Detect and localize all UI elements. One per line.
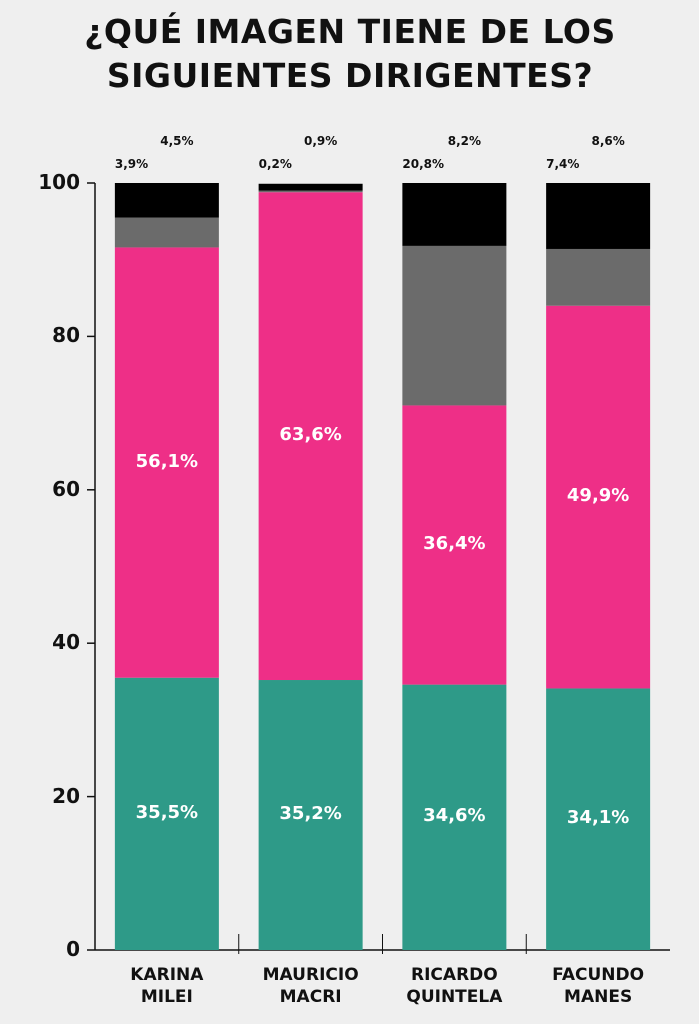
x-tick-label: FACUNDO MANES (552, 965, 645, 1007)
bar-segment (546, 688, 651, 950)
bar-segment (402, 684, 507, 950)
bar-segment (402, 183, 507, 246)
bar-segment (114, 217, 219, 248)
x-tick-label: KARINA MILEI (130, 965, 204, 1007)
bar-segment (546, 248, 651, 306)
bar-segment (546, 183, 651, 249)
y-tick-label: 80 (52, 323, 80, 348)
bar-segment (402, 245, 507, 406)
value-label: 56,1% (135, 450, 199, 472)
bar-segment (114, 247, 219, 678)
y-tick-label: 20 (52, 783, 80, 808)
bar-segment (402, 405, 507, 685)
bar-segment (114, 677, 219, 950)
x-tick-label: MAURICIO MACRI (262, 965, 359, 1007)
value-label: 7,4% (546, 157, 580, 171)
x-tick-label: RICARDO QUINTELA (406, 965, 503, 1007)
value-label: 3,9% (114, 157, 149, 171)
bar-segment (258, 183, 363, 191)
value-label: 34,6% (423, 805, 486, 827)
bar-segment (258, 190, 363, 193)
value-label: 34,1% (566, 807, 630, 829)
y-tick-label: 60 (52, 476, 80, 501)
value-label: 36,4% (423, 533, 486, 555)
y-tick-label: 0 (66, 937, 80, 961)
value-label: 35,2% (279, 803, 342, 824)
value-label: 8,2% (447, 134, 482, 148)
value-label: 0,2% (258, 157, 292, 171)
y-tick-label: 100 (38, 170, 80, 194)
bar-segment (258, 192, 363, 681)
bar-segment (114, 183, 219, 218)
y-tick-label: 40 (52, 630, 80, 655)
value-label: 49,9% (566, 485, 630, 507)
bar-segment (258, 680, 363, 950)
value-label: 20,8% (402, 157, 445, 171)
value-label: 8,6% (591, 134, 625, 148)
chart-title: ¿QUÉ IMAGEN TIENE DE LOS SIGUIENTES DIRI… (84, 12, 616, 95)
value-label: 0,9% (303, 134, 338, 148)
value-label: 4,5% (160, 134, 194, 148)
value-label: 35,5% (135, 801, 199, 823)
value-label: 63,6% (279, 424, 342, 446)
bar-segment (546, 305, 651, 689)
